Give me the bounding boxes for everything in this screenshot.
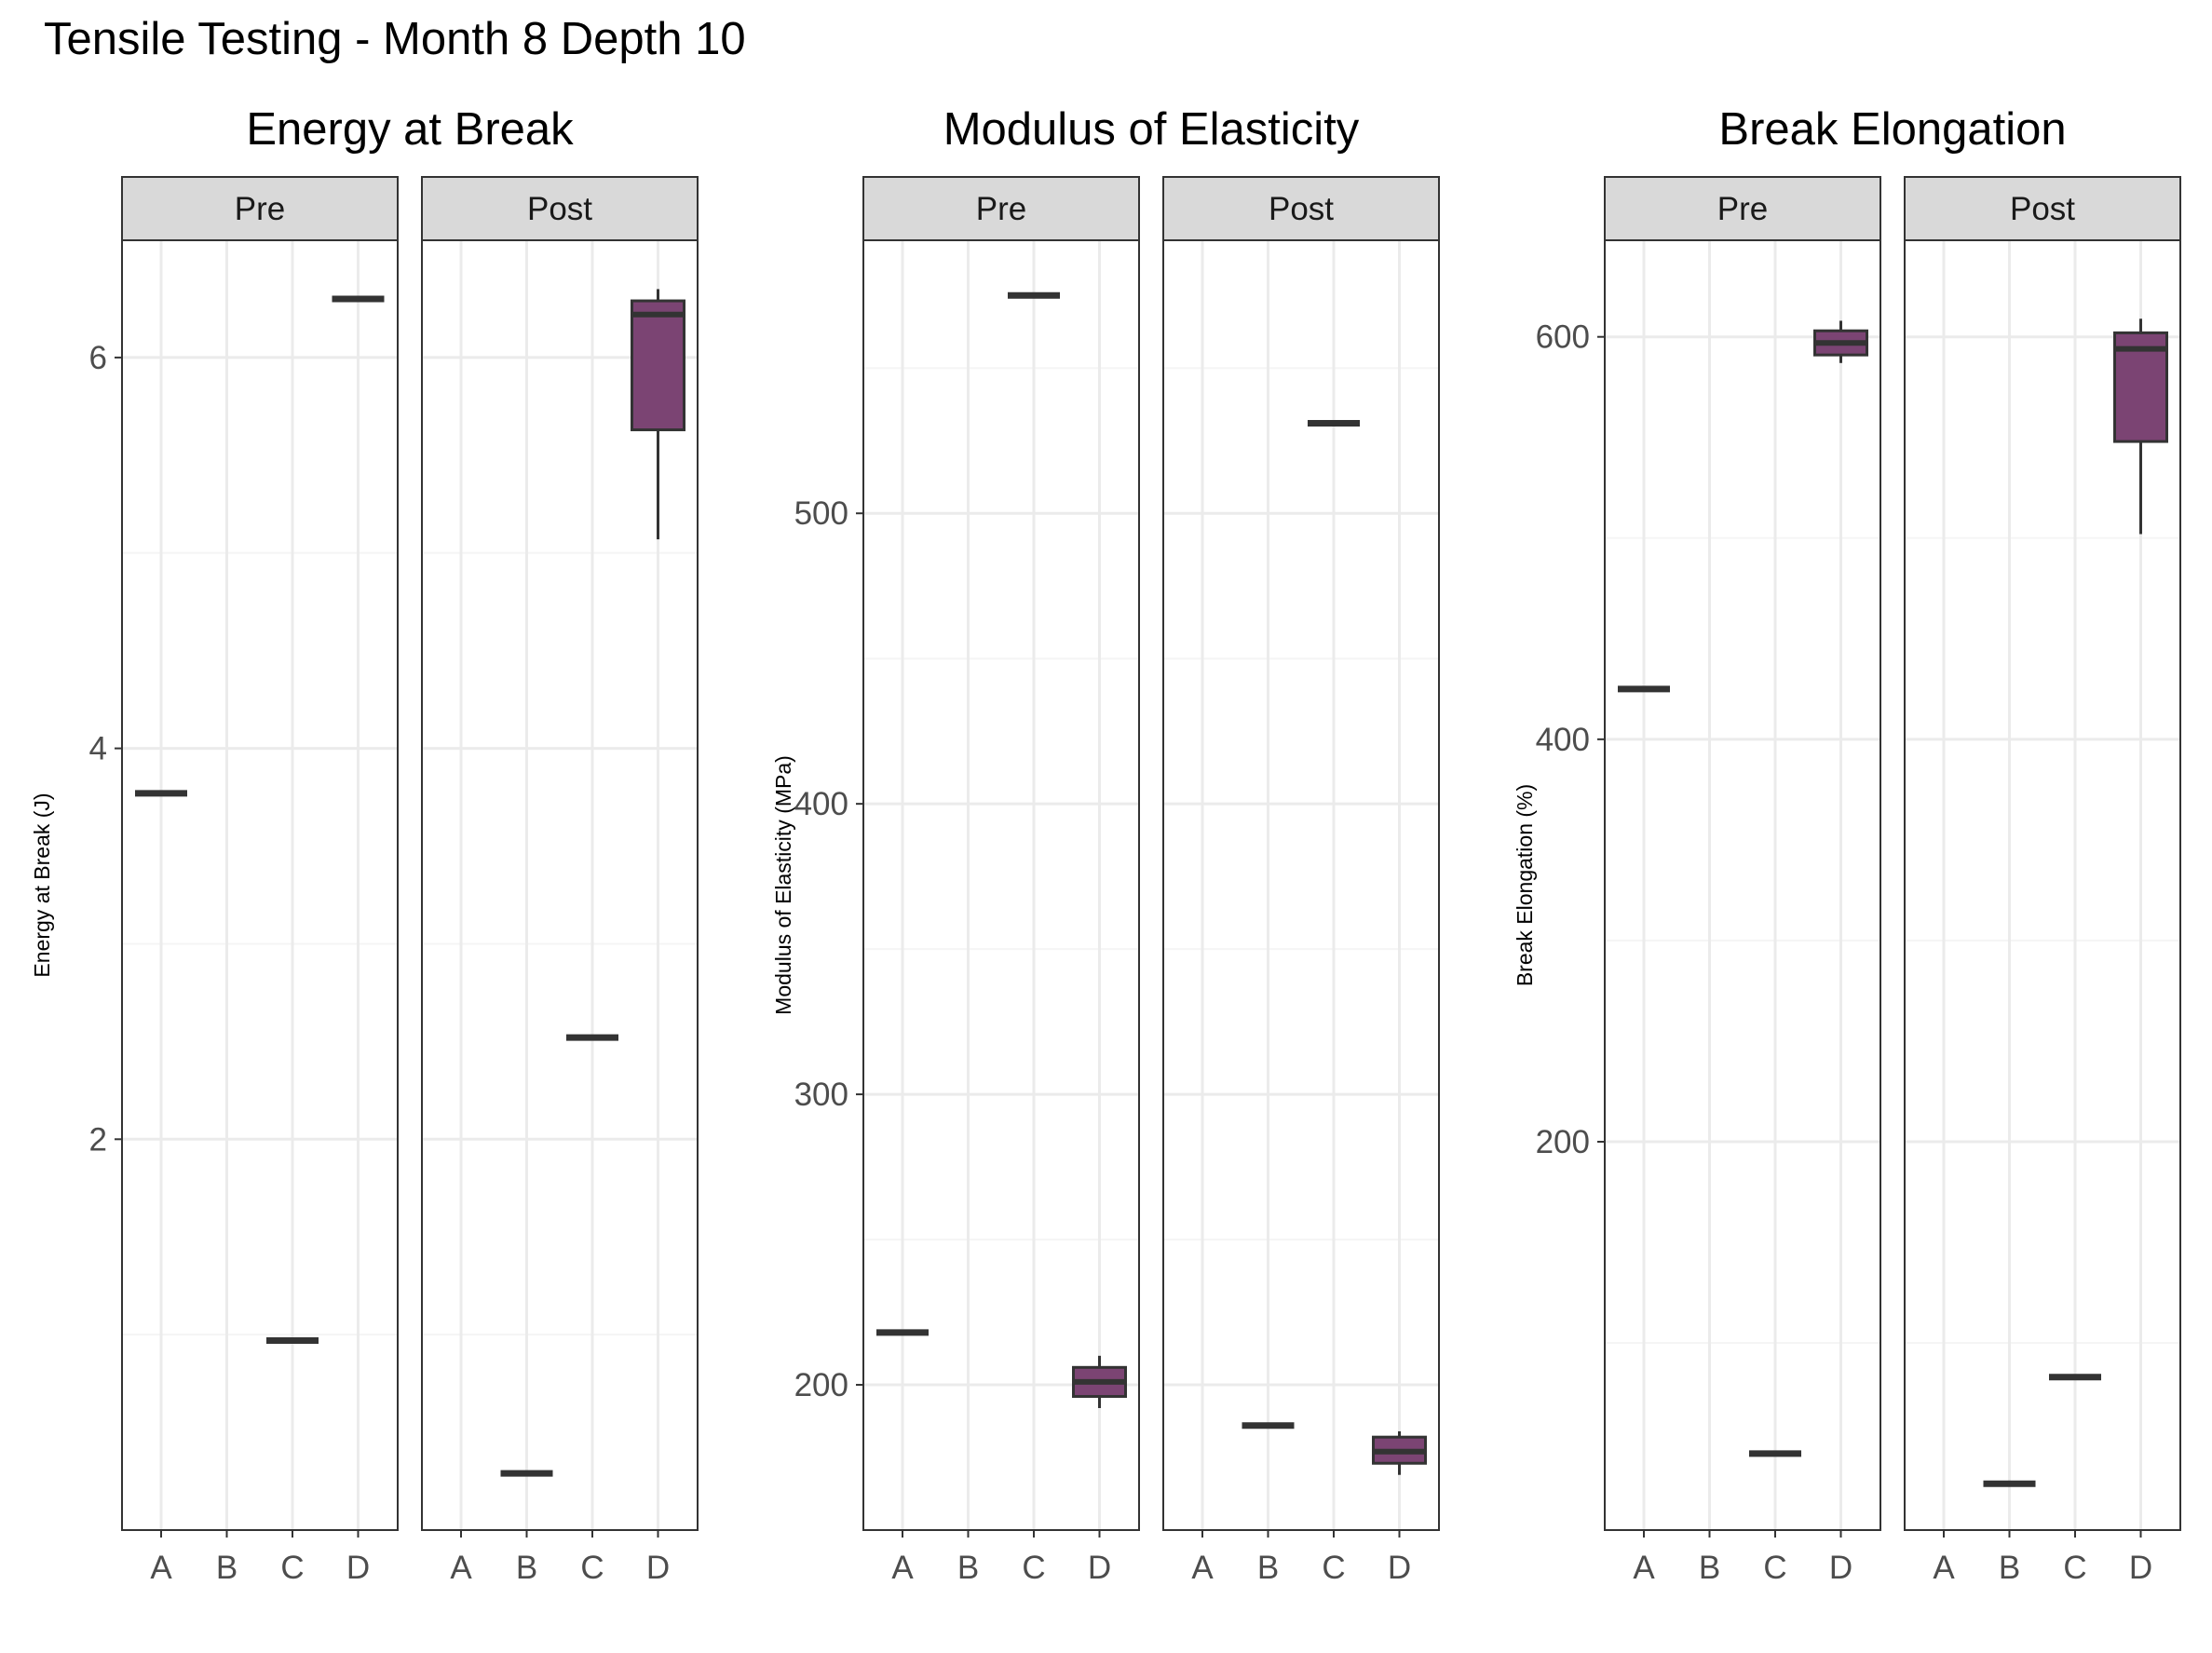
strip-background (1162, 176, 1440, 241)
box-post-d (631, 289, 685, 540)
x-tick-label: D (1829, 1550, 1852, 1586)
strip-background (1904, 176, 2181, 241)
facet-post: Post A B C D (1162, 176, 1440, 1586)
x-tick-label: A (1191, 1550, 1214, 1586)
x-tick-label: A (450, 1550, 472, 1586)
y-tick-label: 600 (1536, 319, 1590, 356)
x-tick-label: C (1022, 1550, 1045, 1586)
panel-background (1605, 240, 1880, 1530)
facet-pre: Pre A B C D (1604, 176, 1881, 1586)
x-tick-label: D (1388, 1550, 1411, 1586)
y-tick-label: 2 (89, 1121, 107, 1158)
x-tick-label: C (280, 1550, 304, 1586)
plot-title: Energy at Break (246, 104, 574, 155)
box-post-d (2113, 318, 2168, 535)
x-tick-label: C (2063, 1550, 2086, 1586)
strip-label: Pre (976, 191, 1026, 227)
iqr-box (631, 299, 685, 432)
y-axis-title: Energy at Break (J) (30, 793, 54, 977)
facet-pre: Pre A B C D (121, 176, 399, 1586)
plot-2: Modulus of Elasticity Modulus of Elastici… (771, 104, 1440, 1586)
strip-background (862, 176, 1140, 241)
x-tick-label: B (1257, 1550, 1279, 1586)
strip-background (1604, 176, 1881, 241)
y-tick-label: 200 (1536, 1124, 1590, 1160)
x-tick-label: B (1699, 1550, 1720, 1586)
x-tick-label: B (1999, 1550, 2020, 1586)
box-post-d (1372, 1430, 1427, 1475)
box-pre-d (1813, 320, 1868, 363)
plot-1: Energy at Break Energy at Break (J) 2 4 6 Pre… (30, 104, 699, 1586)
x-tick-label: D (346, 1550, 370, 1586)
y-tick-label: 400 (1536, 722, 1590, 758)
x-tick-label: A (1633, 1550, 1655, 1586)
x-tick-label: A (150, 1550, 172, 1586)
x-tick-label: A (891, 1550, 914, 1586)
strip-label: Pre (1717, 191, 1768, 227)
y-tick-label: 400 (794, 786, 848, 822)
x-tick-label: D (646, 1550, 670, 1586)
strip-label: Pre (235, 191, 285, 227)
y-tick-label: 300 (794, 1077, 848, 1113)
plot-title: Modulus of Elasticity (943, 104, 1360, 155)
strip-background (421, 176, 699, 241)
x-tick-label: B (216, 1550, 237, 1586)
facet-post: Post A B C D (421, 176, 699, 1586)
x-tick-label: B (957, 1550, 979, 1586)
y-axis-title: Modulus of Elasticity (MPa) (771, 755, 795, 1015)
figure-title: Tensile Testing - Month 8 Depth 10 (44, 14, 746, 64)
strip-label: Post (2010, 191, 2075, 227)
x-tick-label: C (1322, 1550, 1345, 1586)
y-axis-title: Break Elongation (%) (1513, 784, 1537, 986)
x-tick-label: B (516, 1550, 537, 1586)
plot-title: Break Elongation (1718, 104, 2066, 155)
panel-background (122, 240, 398, 1530)
y-tick-label: 500 (794, 495, 848, 532)
y-tick-label: 200 (794, 1367, 848, 1403)
facet-post: Post A B C D (1904, 176, 2181, 1586)
panel-background (1905, 240, 2180, 1530)
panel-background (422, 240, 698, 1530)
x-tick-label: C (1763, 1550, 1786, 1586)
plot-group: Energy at Break Energy at Break (J) 2 4 6 Pre… (30, 104, 2181, 1586)
x-tick-label: C (580, 1550, 604, 1586)
box-pre-d (1072, 1355, 1127, 1408)
x-tick-label: D (1088, 1550, 1111, 1586)
panel-background (1163, 240, 1439, 1530)
plot-3: Break Elongation Break Elongation (%) 200 4… (1513, 104, 2181, 1586)
strip-label: Post (1269, 191, 1334, 227)
x-tick-label: A (1933, 1550, 1955, 1586)
x-tick-label: D (2129, 1550, 2152, 1586)
strip-label: Post (527, 191, 592, 227)
panel-background (863, 240, 1139, 1530)
y-tick-label: 6 (89, 340, 107, 376)
facet-pre: Pre A B C D (862, 176, 1140, 1586)
strip-background (121, 176, 399, 241)
y-tick-label: 4 (89, 731, 107, 767)
